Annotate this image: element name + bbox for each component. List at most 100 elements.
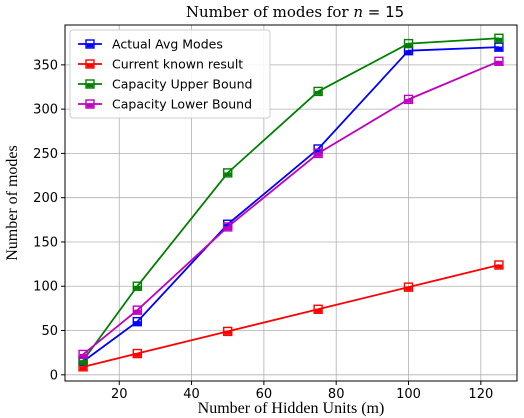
data-point — [494, 56, 504, 67]
legend-item: Capacity Lower Bound — [78, 97, 252, 112]
marker-fill — [86, 63, 94, 68]
y-tick-label: 100 — [33, 280, 58, 295]
legend-marker — [85, 79, 95, 89]
marker-outline — [313, 148, 323, 159]
chart-title-equals: = — [363, 3, 385, 21]
x-tick-label: 100 — [396, 387, 421, 402]
chart-title-number: 15 — [385, 3, 404, 21]
x-axis-label: Number of Hidden Units (m) — [198, 400, 385, 417]
series-line — [82, 37, 499, 362]
chart-title: Number of modes for n = 15 — [186, 3, 404, 21]
legend-item: Current known result — [78, 57, 243, 72]
marker-outline — [313, 86, 323, 97]
marker-fill — [86, 43, 94, 48]
marker-outline — [403, 282, 414, 292]
marker-fill — [314, 308, 322, 313]
series-line — [82, 264, 500, 368]
legend-marker — [85, 99, 95, 109]
y-tick-label: 50 — [41, 324, 58, 339]
marker-fill — [79, 353, 87, 358]
legend-marker — [85, 59, 95, 69]
marker-fill — [134, 309, 141, 314]
marker-fill — [224, 330, 232, 335]
y-tick-label: 150 — [33, 235, 58, 250]
legend-item: Capacity Upper Bound — [78, 77, 252, 92]
y-tick-label: 0 — [50, 368, 58, 383]
legend-label: Actual Avg Modes — [112, 37, 223, 52]
series-1 — [78, 260, 504, 372]
marker-outline — [132, 348, 143, 359]
y-axis-label: Number of modes — [4, 145, 21, 261]
data-point — [313, 148, 323, 159]
data-point — [313, 304, 323, 314]
x-tick-label: 40 — [183, 387, 200, 402]
marker-fill — [495, 46, 503, 51]
marker-outline — [85, 79, 95, 89]
series-line — [82, 60, 500, 356]
marker-fill — [314, 148, 322, 153]
data-point — [403, 38, 414, 49]
marker-fill — [495, 264, 503, 269]
data-point — [132, 316, 143, 327]
legend-label: Current known result — [112, 57, 243, 72]
marker-outline — [85, 99, 95, 109]
series-3 — [78, 56, 504, 360]
marker-fill — [79, 360, 87, 364]
marker-fill — [495, 37, 503, 42]
marker-outline — [313, 304, 323, 314]
marker-outline — [223, 326, 233, 337]
marker-fill — [314, 90, 322, 95]
data-point — [132, 305, 143, 315]
legend-label: Capacity Upper Bound — [112, 77, 252, 92]
series-line — [82, 46, 499, 363]
y-tick-label: 350 — [33, 58, 58, 73]
marker-outline — [132, 305, 143, 315]
data-point — [313, 86, 323, 97]
marker-fill — [405, 43, 412, 47]
marker-fill — [314, 152, 322, 157]
marker-outline — [85, 59, 95, 69]
plot-frame — [64, 24, 518, 382]
y-tick-label: 200 — [33, 191, 58, 206]
data-point — [494, 33, 504, 43]
marker-outline — [223, 168, 233, 178]
data-point — [78, 349, 88, 360]
marker-outline — [494, 42, 504, 52]
marker-fill — [405, 50, 412, 54]
data-point — [223, 168, 233, 178]
marker-fill — [224, 226, 232, 231]
marker-fill — [495, 60, 503, 65]
marker-fill — [79, 366, 87, 371]
marker-fill — [224, 172, 232, 177]
marker-fill — [405, 98, 412, 103]
legend-marker — [85, 39, 95, 49]
marker-fill — [405, 286, 412, 291]
legend-item: Actual Avg Modes — [78, 37, 223, 52]
legend-box — [69, 29, 271, 119]
y-tick-label: 300 — [33, 103, 58, 118]
marker-fill — [86, 83, 94, 88]
marker-outline — [223, 222, 233, 232]
data-point — [223, 326, 233, 337]
chart-title-prefix: Number of modes for — [186, 3, 354, 21]
axis-ticks: 20 40 60 80 100 120 0 50 100 150 200 250 300 350 — [33, 58, 493, 402]
data-point — [494, 260, 504, 270]
marker-outline — [132, 316, 143, 327]
marker-fill — [134, 353, 141, 357]
marker-outline — [85, 39, 95, 49]
marker-outline — [132, 281, 143, 291]
marker-fill — [224, 223, 232, 228]
data-point — [132, 348, 143, 359]
marker-outline — [403, 94, 414, 105]
marker-outline — [494, 33, 504, 43]
y-tick-label: 250 — [33, 147, 58, 162]
data-point — [494, 42, 504, 52]
data-point — [223, 222, 233, 232]
marker-fill — [134, 321, 141, 325]
data-point — [132, 281, 143, 291]
marker-fill — [134, 285, 141, 290]
data-point — [403, 94, 414, 105]
marker-outline — [494, 260, 504, 270]
x-tick-label: 20 — [111, 387, 128, 402]
